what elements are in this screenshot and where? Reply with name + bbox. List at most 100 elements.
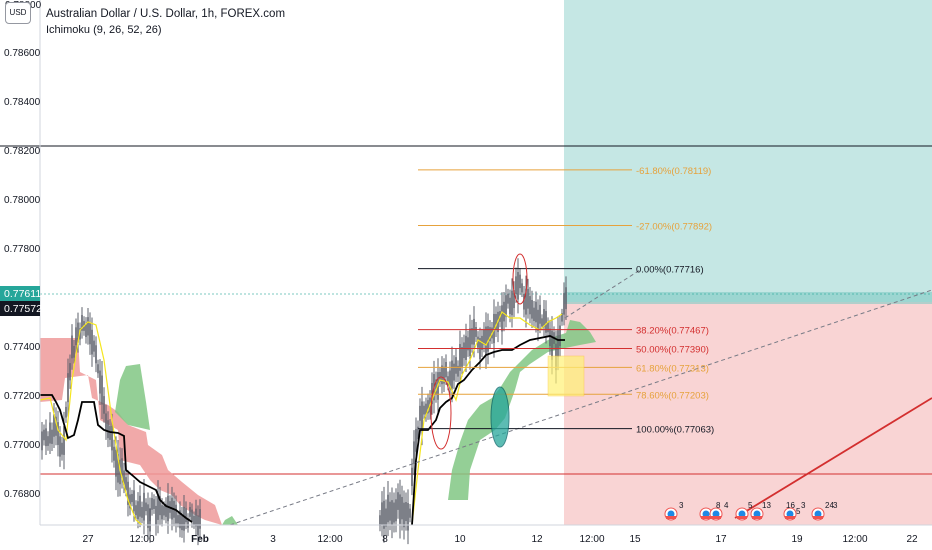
time-label: 12:00 — [129, 534, 154, 545]
candle-body — [421, 401, 423, 431]
fib-level-label: 78.60%(0.77203) — [636, 390, 709, 401]
candle-body — [193, 515, 195, 525]
candle-body — [115, 449, 117, 477]
candle-body — [483, 329, 485, 345]
red-ellipse-left[interactable] — [430, 376, 452, 450]
candle-body — [401, 496, 403, 520]
candle-body — [191, 509, 193, 522]
candle-body — [97, 364, 99, 374]
candle-body — [47, 436, 49, 446]
red-trendline[interactable] — [734, 397, 932, 519]
candle-body — [471, 328, 473, 345]
candle-body — [155, 505, 157, 526]
candle-body — [87, 317, 89, 336]
flag-icon — [786, 510, 794, 518]
candle-body — [151, 498, 153, 510]
candle-body — [419, 405, 421, 421]
price-label: 0.76800 — [4, 489, 41, 500]
candle-body — [485, 326, 487, 355]
time-label: 12:00 — [579, 534, 604, 545]
candle-body — [387, 494, 389, 523]
flag-icon — [738, 510, 746, 518]
candle-body — [121, 458, 123, 479]
candle-body — [55, 416, 57, 436]
time-label: 12:00 — [317, 534, 342, 545]
candle-body — [549, 328, 551, 347]
candle-body — [431, 382, 433, 405]
symbol-title[interactable]: Australian Dollar / U.S. Dollar, 1h, FOR… — [46, 8, 286, 20]
highlight-rectangle[interactable] — [547, 355, 585, 397]
flag-stripe — [701, 516, 711, 519]
candle-body — [561, 313, 563, 322]
candle-body — [111, 426, 113, 451]
time-axis[interactable]: 27 12:00 Feb 3 12:00 8 10 12 12:00 15 17 19 12:00 22 — [40, 524, 932, 545]
candle-body — [57, 422, 59, 445]
candle-body — [163, 506, 165, 516]
time-label: 12 — [531, 534, 543, 545]
fib-level-label: 100.00%(0.77063) — [636, 425, 714, 436]
candle-body — [563, 293, 565, 315]
candle-body — [539, 304, 541, 324]
price-axis[interactable]: 0.78800 0.786000.784000.782000.780000.77… — [0, 0, 42, 525]
candle-body — [409, 508, 411, 518]
candle-body — [77, 322, 79, 343]
candle-body — [529, 296, 531, 315]
candle-body — [379, 515, 381, 526]
candle-body — [559, 325, 561, 347]
candle-body — [557, 330, 559, 357]
flag-icon — [712, 510, 720, 518]
candle-body — [95, 345, 97, 364]
fib-level-label: 38.20%(0.77467) — [636, 326, 709, 337]
candle-body — [103, 396, 105, 414]
candle-body — [413, 441, 415, 464]
candle-body — [541, 318, 543, 327]
candle-body — [527, 288, 529, 309]
candle-body — [61, 442, 63, 455]
indicator-label[interactable]: Ichimoku (9, 26, 52, 26) — [46, 24, 162, 36]
event-count: 4 — [724, 501, 729, 510]
candle-body — [393, 502, 395, 523]
fib-level-label: -61.80%(0.78119) — [636, 166, 711, 177]
profit-zone — [564, 0, 932, 302]
event-count: 24 — [825, 501, 834, 510]
candle-body — [53, 414, 55, 437]
candle-body — [417, 426, 419, 440]
candle-body — [105, 413, 107, 432]
candle-body — [507, 293, 509, 304]
candle-body — [159, 496, 161, 516]
candle-body — [101, 375, 103, 405]
candle-body — [385, 508, 387, 527]
candle-body — [85, 323, 87, 338]
price-label: 0.77400 — [4, 342, 41, 353]
time-label: 22 — [906, 534, 918, 545]
time-label: 19 — [791, 534, 803, 545]
candle-body — [405, 502, 407, 522]
candle-body — [183, 506, 185, 531]
candlesticks[interactable] — [41, 258, 567, 546]
dashed-trendline-upper[interactable] — [564, 269, 641, 319]
candle-body — [145, 502, 147, 512]
candle-body — [79, 328, 81, 340]
candle-body — [513, 290, 515, 309]
candle-body — [523, 293, 525, 310]
candle-body — [189, 507, 191, 517]
candle-body — [389, 501, 391, 521]
flag-icon — [753, 510, 761, 518]
red-ellipse-top[interactable] — [512, 253, 528, 305]
candle-body — [43, 429, 45, 441]
price-label: 0.78000 — [4, 195, 41, 206]
candle-body — [545, 311, 547, 333]
event-count: 3 — [801, 501, 806, 510]
candle-body — [147, 504, 149, 528]
candle-body — [51, 429, 53, 444]
fibonacci-retracement[interactable]: -61.80%(0.78119) -27.00%(0.77892) 0.00%(0.… — [418, 166, 714, 436]
teal-ellipse[interactable] — [490, 386, 510, 448]
time-label: 27 — [82, 534, 94, 545]
currency-badge[interactable]: USD — [5, 2, 31, 24]
candle-body — [469, 328, 471, 357]
flag-stripe — [666, 516, 676, 519]
dashed-trendline-lower[interactable] — [229, 289, 932, 526]
time-label: Feb — [191, 534, 209, 545]
